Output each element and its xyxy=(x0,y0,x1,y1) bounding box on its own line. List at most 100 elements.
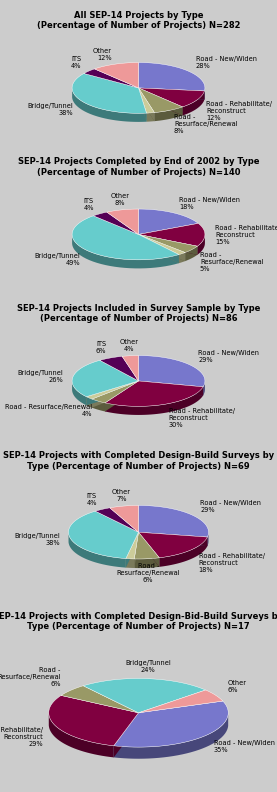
Polygon shape xyxy=(138,234,179,263)
Text: Road -
Resurface/Renewal
6%: Road - Resurface/Renewal 6% xyxy=(0,667,61,687)
Polygon shape xyxy=(138,381,203,395)
Text: Other
7%: Other 7% xyxy=(112,489,131,502)
Text: Road - New/Widen
18%: Road - New/Widen 18% xyxy=(179,196,240,210)
Polygon shape xyxy=(138,88,183,116)
Polygon shape xyxy=(159,537,207,567)
Text: Road - Rehabilitate/
Reconstruct
18%: Road - Rehabilitate/ Reconstruct 18% xyxy=(199,553,265,573)
Polygon shape xyxy=(93,212,138,234)
Polygon shape xyxy=(86,381,138,399)
Polygon shape xyxy=(138,88,204,107)
Polygon shape xyxy=(86,381,138,406)
Polygon shape xyxy=(100,356,138,381)
Polygon shape xyxy=(94,63,138,88)
Text: Other
12%: Other 12% xyxy=(93,48,111,61)
Polygon shape xyxy=(114,701,228,747)
Polygon shape xyxy=(83,679,206,713)
Polygon shape xyxy=(138,532,159,567)
Text: Road - Rehabilitate/
Reconstruct
12%: Road - Rehabilitate/ Reconstruct 12% xyxy=(206,101,272,121)
Polygon shape xyxy=(49,695,138,746)
Polygon shape xyxy=(147,112,154,122)
Polygon shape xyxy=(105,381,203,406)
Polygon shape xyxy=(138,234,179,263)
Polygon shape xyxy=(122,356,138,381)
Text: SEP-14 Projects with Completed Design-Bid-Build Surveys by
Type (Percentage of N: SEP-14 Projects with Completed Design-Bi… xyxy=(0,612,277,631)
Polygon shape xyxy=(207,532,209,546)
Polygon shape xyxy=(107,209,138,234)
Polygon shape xyxy=(134,532,138,568)
Text: Bridge/Tunnel
38%: Bridge/Tunnel 38% xyxy=(15,533,60,546)
Text: Road -
Resurface/Renewal
6%: Road - Resurface/Renewal 6% xyxy=(116,563,180,583)
Text: Other
8%: Other 8% xyxy=(110,193,129,206)
Polygon shape xyxy=(203,381,205,395)
Polygon shape xyxy=(204,89,205,100)
Polygon shape xyxy=(138,532,207,546)
Polygon shape xyxy=(61,686,138,713)
Polygon shape xyxy=(92,381,138,408)
Text: Bridge/Tunnel
38%: Bridge/Tunnel 38% xyxy=(27,103,73,116)
Text: Road - New/Widen
29%: Road - New/Widen 29% xyxy=(198,350,260,363)
Polygon shape xyxy=(138,88,204,100)
Polygon shape xyxy=(105,386,203,415)
Polygon shape xyxy=(114,713,138,757)
Polygon shape xyxy=(72,360,138,397)
Polygon shape xyxy=(138,234,185,261)
Polygon shape xyxy=(72,215,179,260)
Polygon shape xyxy=(134,532,159,559)
Text: Road - New/Widen
29%: Road - New/Widen 29% xyxy=(200,500,261,512)
Polygon shape xyxy=(138,381,203,395)
Polygon shape xyxy=(138,88,154,121)
Polygon shape xyxy=(138,63,205,91)
Polygon shape xyxy=(72,89,147,122)
Text: Other
4%: Other 4% xyxy=(119,339,138,352)
Text: Road - Rehabilitate/
Reconstruct
15%: Road - Rehabilitate/ Reconstruct 15% xyxy=(215,225,277,245)
Text: All SEP-14 Projects by Type
(Percentage of Number of Projects) N=282: All SEP-14 Projects by Type (Percentage … xyxy=(37,11,240,30)
Text: ITS
6%: ITS 6% xyxy=(96,341,106,355)
Polygon shape xyxy=(86,397,92,408)
Text: Road - New/Widen
35%: Road - New/Widen 35% xyxy=(214,740,275,752)
Polygon shape xyxy=(68,511,138,558)
Polygon shape xyxy=(138,234,197,255)
Polygon shape xyxy=(179,253,185,263)
Polygon shape xyxy=(138,356,205,386)
Text: SEP-14 Projects Completed by End of 2002 by Type
(Percentage of Number of Projec: SEP-14 Projects Completed by End of 2002… xyxy=(18,158,259,177)
Text: Road -
Resurface/Renewal
5%: Road - Resurface/Renewal 5% xyxy=(200,252,263,272)
Polygon shape xyxy=(110,505,138,532)
Text: Bridge/Tunnel
26%: Bridge/Tunnel 26% xyxy=(17,371,63,383)
Polygon shape xyxy=(138,88,154,113)
Polygon shape xyxy=(84,69,138,88)
Polygon shape xyxy=(114,714,228,759)
Polygon shape xyxy=(138,209,198,234)
Polygon shape xyxy=(138,88,154,121)
Polygon shape xyxy=(134,558,159,568)
Text: SEP-14 Projects with Completed Design-Build Surveys by
Type (Percentage of Numbe: SEP-14 Projects with Completed Design-Bu… xyxy=(3,451,274,471)
Polygon shape xyxy=(92,381,138,403)
Polygon shape xyxy=(138,88,183,112)
Polygon shape xyxy=(72,235,179,268)
Polygon shape xyxy=(92,399,105,412)
Polygon shape xyxy=(138,234,185,254)
Polygon shape xyxy=(105,381,138,412)
Polygon shape xyxy=(138,532,207,546)
Text: Road -
Resurface/Renewal
8%: Road - Resurface/Renewal 8% xyxy=(174,114,238,134)
Polygon shape xyxy=(138,234,197,253)
Polygon shape xyxy=(138,505,209,537)
Polygon shape xyxy=(138,88,183,116)
Polygon shape xyxy=(154,107,183,121)
Polygon shape xyxy=(138,690,223,713)
Polygon shape xyxy=(114,713,138,757)
Polygon shape xyxy=(126,558,134,568)
Text: Road - Resurface/Renewal
4%: Road - Resurface/Renewal 4% xyxy=(5,404,92,417)
Text: Other
6%: Other 6% xyxy=(227,680,246,692)
Text: Bridge/Tunnel
49%: Bridge/Tunnel 49% xyxy=(34,253,80,266)
Polygon shape xyxy=(95,508,138,532)
Polygon shape xyxy=(68,533,126,568)
Polygon shape xyxy=(126,532,138,559)
Polygon shape xyxy=(138,88,147,122)
Text: Road - Rehabilitate/
Reconstruct
30%: Road - Rehabilitate/ Reconstruct 30% xyxy=(168,408,235,428)
Polygon shape xyxy=(126,532,138,568)
Polygon shape xyxy=(197,234,205,255)
Polygon shape xyxy=(138,532,159,567)
Text: ITS
4%: ITS 4% xyxy=(83,198,94,211)
Polygon shape xyxy=(138,88,204,100)
Polygon shape xyxy=(183,91,204,116)
